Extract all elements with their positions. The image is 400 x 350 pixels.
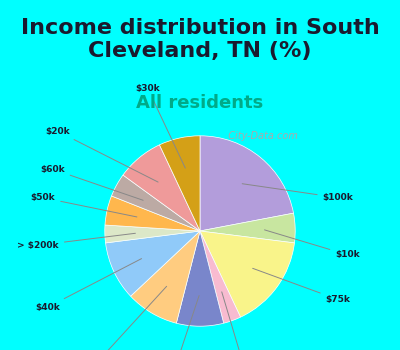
Text: $20k: $20k bbox=[45, 127, 158, 182]
Text: $30k: $30k bbox=[135, 84, 185, 168]
Text: $50k: $50k bbox=[31, 193, 137, 217]
Wedge shape bbox=[200, 136, 294, 231]
Text: $200k: $200k bbox=[80, 286, 167, 350]
Text: $150k: $150k bbox=[222, 292, 263, 350]
Wedge shape bbox=[200, 231, 294, 317]
Wedge shape bbox=[106, 231, 200, 296]
Wedge shape bbox=[105, 225, 200, 243]
Text: $60k: $60k bbox=[40, 164, 143, 200]
Wedge shape bbox=[160, 136, 200, 231]
Text: Income distribution in South
Cleveland, TN (%): Income distribution in South Cleveland, … bbox=[21, 18, 379, 61]
Wedge shape bbox=[200, 213, 295, 243]
Text: $75k: $75k bbox=[253, 268, 350, 304]
Wedge shape bbox=[200, 231, 240, 323]
Wedge shape bbox=[176, 231, 224, 326]
Text: $10k: $10k bbox=[264, 230, 360, 259]
Text: $100k: $100k bbox=[242, 184, 354, 202]
Text: $125k: $125k bbox=[156, 295, 199, 350]
Text: All residents: All residents bbox=[136, 94, 264, 112]
Wedge shape bbox=[131, 231, 200, 323]
Text: City-Data.com: City-Data.com bbox=[222, 131, 298, 141]
Wedge shape bbox=[112, 175, 200, 231]
Wedge shape bbox=[123, 145, 200, 231]
Wedge shape bbox=[105, 196, 200, 231]
Text: > $200k: > $200k bbox=[18, 233, 135, 250]
Text: $40k: $40k bbox=[35, 259, 142, 312]
